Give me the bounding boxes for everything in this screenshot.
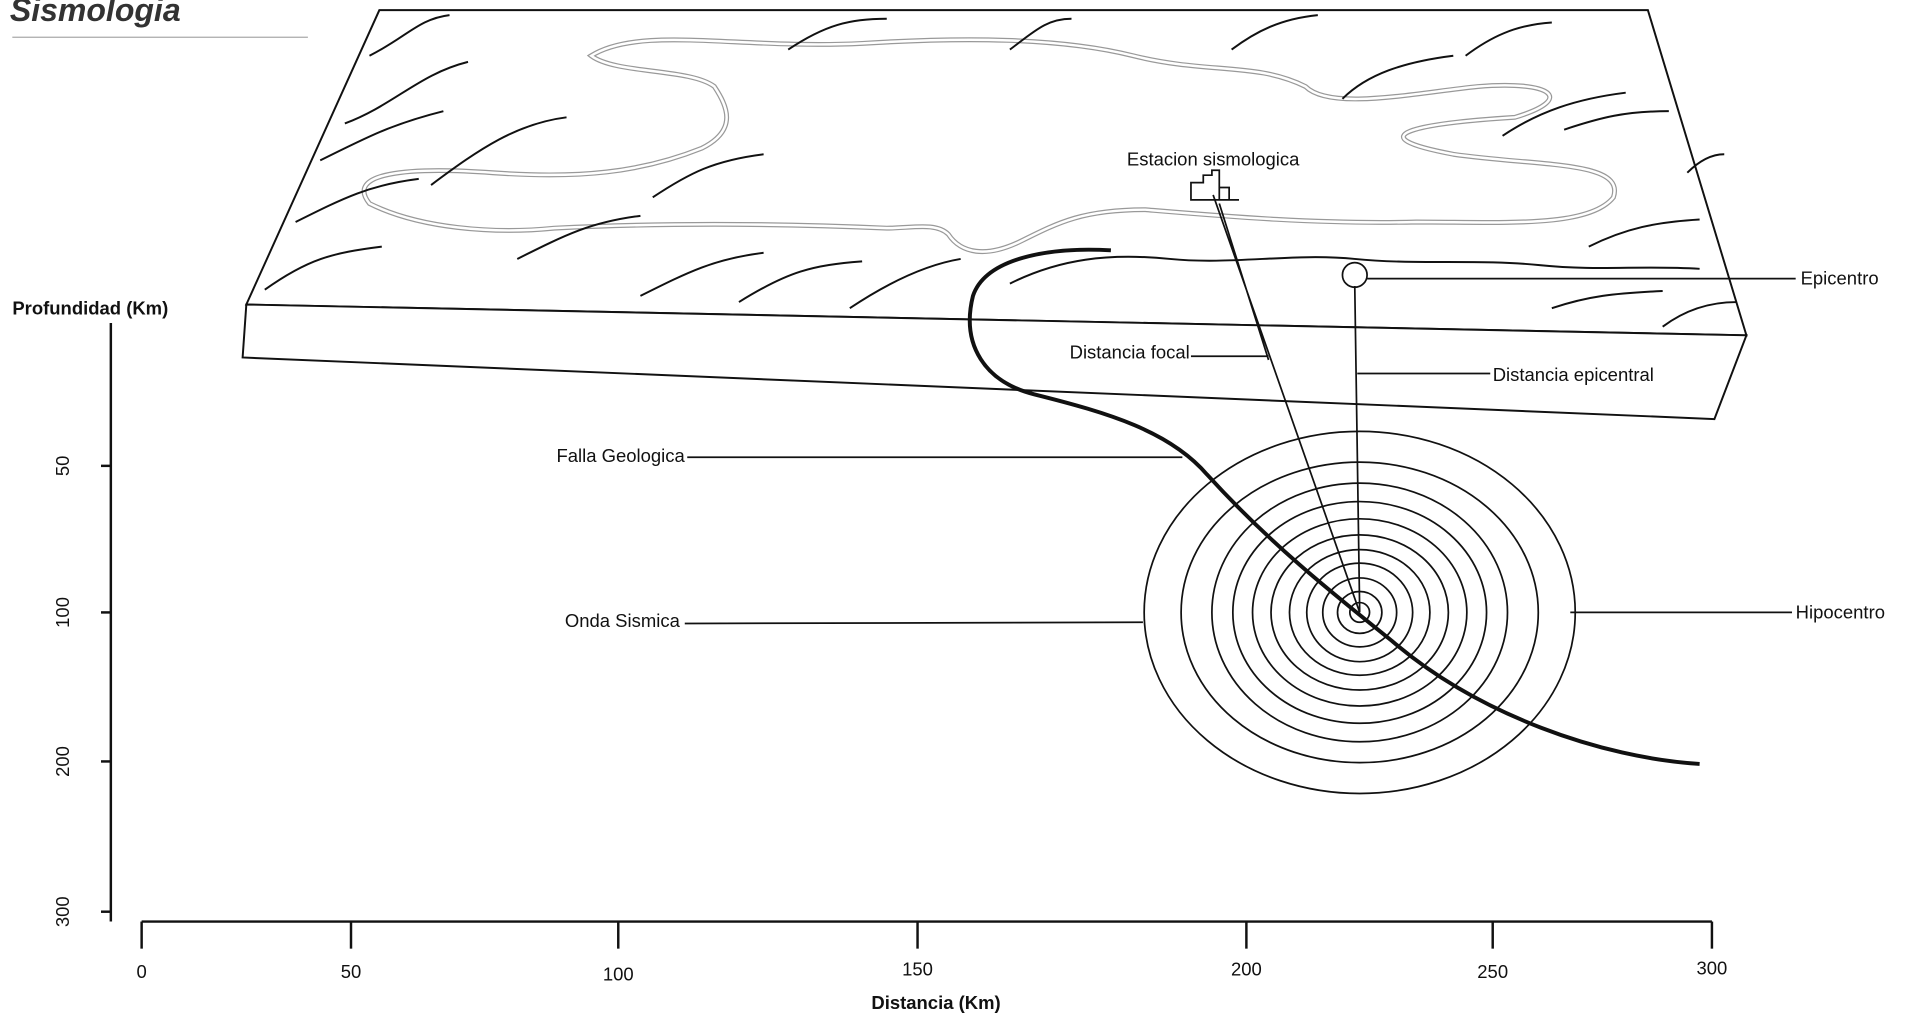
x-tick-label: 200 [1231,959,1262,980]
station-icon [1190,169,1239,201]
wave-label: Onda Sismica [565,610,681,631]
logo-title: Sismologia [10,0,181,28]
y-tick-label: 300 [52,896,73,927]
focal-distance-label: Distancia focal [1070,342,1190,363]
x-tick-label: 300 [1697,957,1728,978]
y-tick-label: 100 [52,597,73,628]
x-tick-label: 150 [902,959,933,980]
leader-lines [684,277,1796,625]
x-tick-label: 250 [1477,961,1508,982]
y-tick-label: 200 [52,746,73,777]
fault-label: Falla Geologica [556,445,685,466]
y-tick-label: 50 [52,456,73,477]
terrain-block [241,9,1748,421]
epicentral-distance-label: Distancia epicentral [1493,364,1654,385]
x-axis-title: Distancia (Km) [871,992,1000,1013]
x-tick-label: 50 [341,961,362,982]
hypocenter-label: Hipocentro [1796,602,1885,623]
x-tick-label: 100 [603,964,634,985]
distance-lines [1212,194,1361,613]
y-axis-title: Profundidad (Km) [12,297,168,318]
fault-line [967,247,1700,766]
axis-lines [109,322,1712,923]
x-tick-label: 0 [136,961,146,982]
epicenter-label: Epicentro [1801,268,1879,289]
station-label: Estacion sismologica [1127,148,1300,169]
